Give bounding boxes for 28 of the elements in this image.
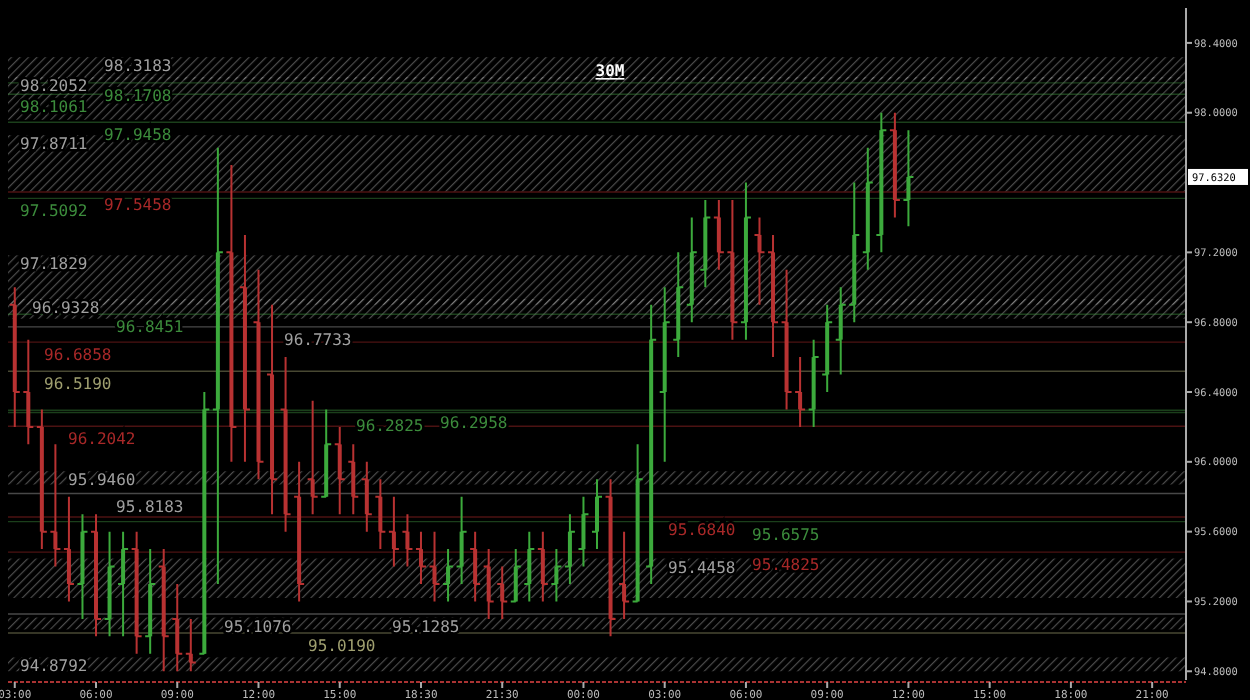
band-label: 95.1076 xyxy=(224,617,292,636)
band-label: 98.3183 xyxy=(104,57,172,76)
ref-line-label: 98.1061 xyxy=(20,98,88,117)
ref-line-label: 95.6575 xyxy=(752,525,820,544)
ref-line-label: 95.1285 xyxy=(392,617,460,636)
ref-line-label: 96.7733 xyxy=(284,330,352,349)
ref-line-label: 95.8183 xyxy=(116,497,184,516)
band-label: 94.8792 xyxy=(20,657,88,676)
band-label: 95.9460 xyxy=(68,471,136,490)
ref-line-label: 95.0190 xyxy=(308,637,376,656)
ref-line-label: 97.5092 xyxy=(20,202,88,221)
text: 30M xyxy=(595,62,625,80)
ref-line-label: 96.2042 xyxy=(68,430,136,449)
ref-line-label: 96.2825 xyxy=(356,416,424,435)
ref-line-label: 97.5458 xyxy=(104,196,172,215)
ref-line-label: 95.6840 xyxy=(668,520,736,539)
ref-line-label: 96.8451 xyxy=(116,318,184,337)
band-label: 97.8711 xyxy=(20,135,88,154)
ref-line-label: 95.4825 xyxy=(752,556,820,575)
band-label: 96.9328 xyxy=(32,299,100,317)
ref-line-label: 96.2958 xyxy=(440,414,508,433)
band-label: 97.1829 xyxy=(20,255,88,274)
ref-line-label: 96.5190 xyxy=(44,375,112,394)
ref-line-label: 97.9458 xyxy=(104,126,172,145)
band-label: 95.4458 xyxy=(668,558,736,577)
ref-line-label: 98.1708 xyxy=(104,86,172,105)
ref-line-label: 96.6858 xyxy=(44,346,112,365)
band-label: 98.2052 xyxy=(20,76,88,95)
